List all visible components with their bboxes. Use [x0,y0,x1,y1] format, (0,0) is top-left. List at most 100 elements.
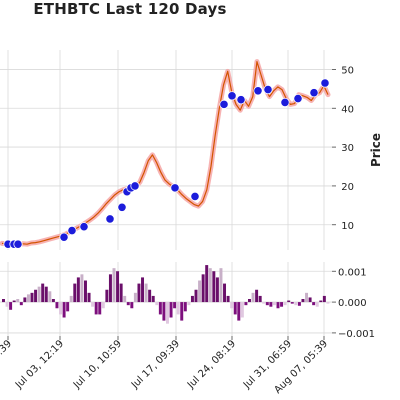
histogram-bar [137,283,141,303]
histogram-bar [55,302,59,309]
histogram-bar [205,265,209,303]
histogram-bar [190,295,194,303]
histogram-bar [16,299,20,303]
histogram-bar [219,268,223,303]
price-marker [219,99,229,109]
histogram-bar [183,302,187,312]
histogram-bar [305,292,309,303]
histogram-bar [319,300,323,303]
histogram-bar [198,280,202,303]
histogram-bar [9,302,13,310]
histogram-bar [30,292,34,303]
y-tick-label: 30 [341,143,354,154]
chart-title: ETHBTC Last 120 Days [33,0,227,18]
histogram-bar [116,271,120,303]
histogram-bar [23,297,27,303]
histogram-bar [180,302,184,321]
histogram-bar [226,295,230,303]
price-marker [293,93,303,104]
price-marker [130,181,140,191]
x-tick-label: Jul 03, 12:19 [13,338,66,391]
price-segment [290,104,294,105]
x-tick-label: Jun 26, 13:39 [0,338,14,394]
histogram-bar [155,302,159,306]
price-marker [309,88,319,98]
price-plot [0,59,331,247]
histogram-bar [265,302,269,306]
histogram-bar [94,302,98,315]
histogram-bar [2,299,5,303]
histogram-bar [244,302,248,306]
price-marker [190,191,200,202]
histogram-bar [59,302,63,315]
histogram-bar [248,299,251,303]
histogram-bar [76,277,80,303]
histogram-bar [233,302,237,315]
histogram-bar [297,302,301,306]
histogram-bar [312,302,316,306]
price-marker [227,91,237,101]
histogram-bar [141,277,145,303]
histogram-bar [276,302,280,309]
histogram-bar [66,302,70,312]
price-marker [320,78,330,88]
y-axis-label: Price [369,133,383,167]
price-marker [59,232,69,242]
y-tick-label: −0.001 [338,329,375,340]
histogram-bar [176,302,180,315]
histogram-bar [51,299,55,303]
histogram-bar [69,295,73,303]
x-tick-label: Jul 10, 10:59 [71,338,124,391]
histogram-bar [315,302,319,307]
histogram-bar [240,302,244,318]
histogram-bar [212,271,216,303]
price-marker [117,202,127,212]
histogram-bar [280,302,284,307]
histogram-bar [169,302,173,318]
histogram-bar [26,294,30,303]
histogram-bar [162,302,166,321]
histogram-bar [272,302,276,306]
histogram-bar [255,289,259,303]
histogram-bar [123,295,127,303]
histogram-bar [80,274,84,303]
histogram-bar [301,299,305,303]
x-tick-label: Jul 24, 08:19 [185,338,238,391]
histogram-bar [158,302,162,315]
price-marker [280,97,290,108]
histogram-bar [84,280,87,303]
histogram-bar [237,302,241,321]
histogram-bar [148,289,152,303]
histogram-bar [215,277,219,303]
histogram-bar [187,302,191,306]
price-marker [67,225,77,236]
histogram-bar [258,295,262,303]
histogram-bar [223,283,227,303]
histogram-bar [44,286,48,303]
histogram-bar [173,302,177,309]
price-marker [79,222,89,232]
histogram-bar [283,302,287,306]
histogram-bar [112,268,116,303]
histogram-bar [73,283,77,303]
histogram-bar [19,302,23,306]
price-marker [13,239,23,249]
histogram-plot [2,265,330,324]
histogram-bar [87,292,91,303]
histogram-bar [326,302,330,304]
price-marker [236,95,246,105]
y-tick-label: 20 [341,182,354,193]
histogram-bar [5,302,9,307]
histogram-bar [108,274,112,303]
histogram-bar [41,283,45,303]
price-band [0,59,331,247]
histogram-bar [194,289,198,303]
histogram-bar [98,302,102,315]
histogram-bar [48,291,52,303]
y-tick-label: 0.000 [338,298,367,309]
price-marker [263,85,273,95]
histogram-bar [62,302,66,318]
x-tick-label: Jul 17, 09:39 [129,338,182,391]
histogram-bar [201,274,205,303]
